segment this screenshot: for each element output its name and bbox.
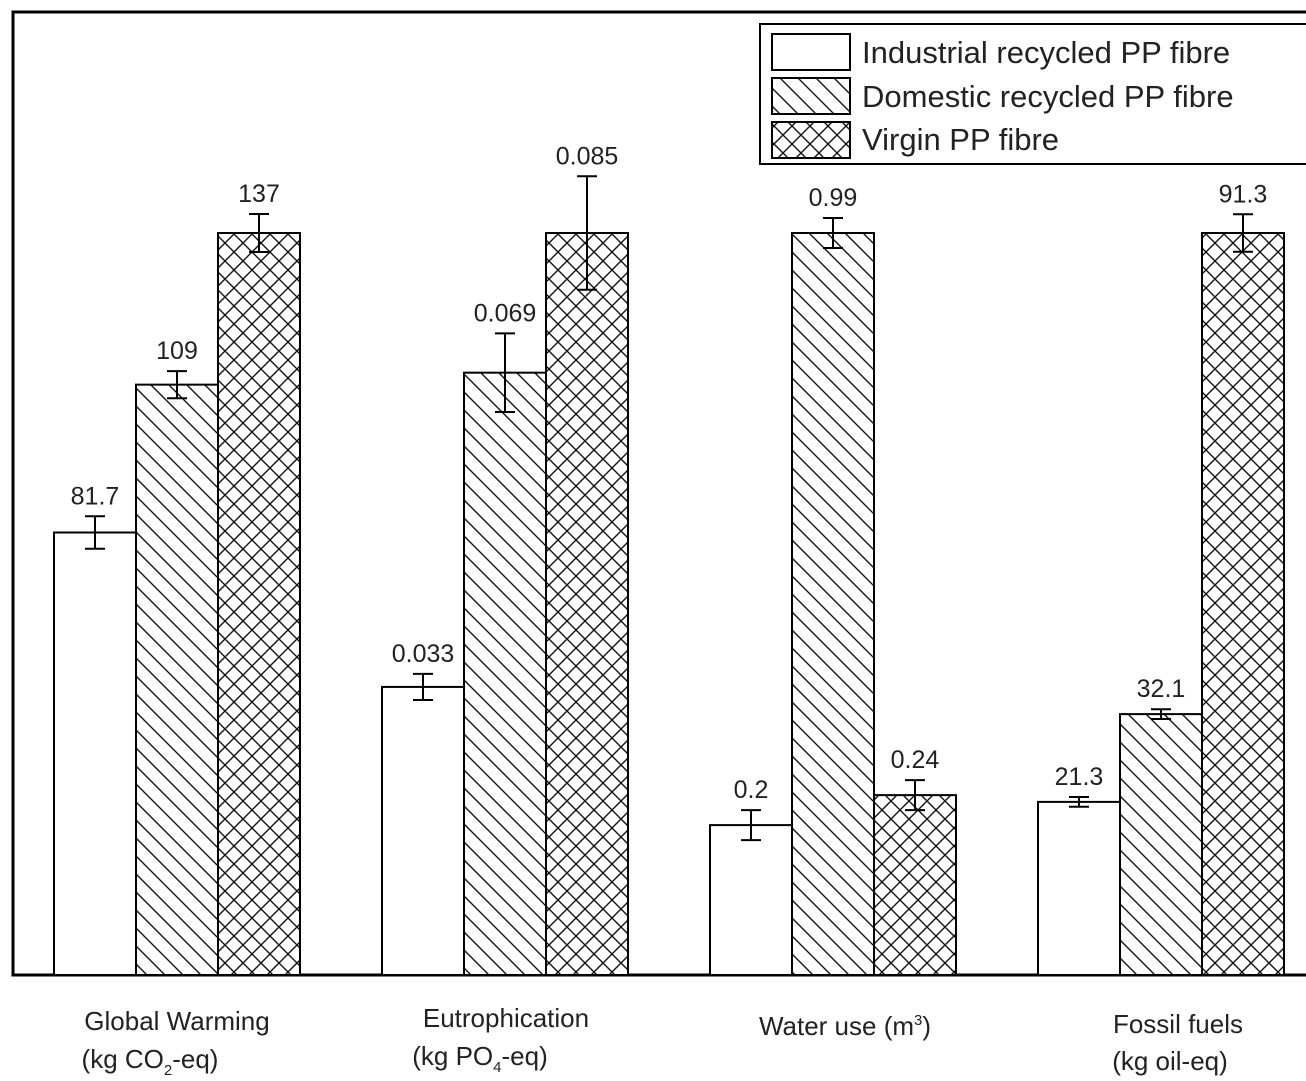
bars-layer	[54, 233, 1284, 975]
value-label-ff-series-0: 21.3	[1055, 763, 1104, 791]
legend-swatch-virgin	[772, 122, 850, 158]
category-label-global-warming: Global Warming	[84, 1006, 269, 1036]
bar-gw-series-1	[136, 385, 218, 975]
bar-wu-series-2	[874, 795, 956, 975]
value-label-ff-series-2: 91.3	[1219, 180, 1268, 208]
label-pre: Water use (m	[759, 1011, 914, 1041]
label-sup: 3	[914, 1012, 922, 1029]
value-label-wu-series-2: 0.24	[891, 746, 940, 774]
bar-eu-series-1	[464, 373, 546, 975]
bar-ff-series-1	[1120, 714, 1202, 975]
legend-swatch-domestic	[772, 78, 850, 114]
category-unit-global-warming: (kg CO2-eq)	[82, 1044, 219, 1079]
bar-gw-series-2	[218, 233, 300, 975]
category-label-eutrophication: Eutrophication	[423, 1003, 589, 1033]
legend-label-domestic: Domestic recycled PP fibre	[862, 79, 1234, 114]
value-label-gw-series-1: 109	[156, 337, 198, 365]
label-post: )	[922, 1011, 931, 1041]
value-label-eu-series-1: 0.069	[474, 299, 537, 327]
category-label-fossil-fuels: Fossil fuels	[1113, 1009, 1243, 1039]
legend-swatch-industrial	[772, 34, 850, 70]
value-label-gw-series-0: 81.7	[71, 482, 120, 510]
unit-pre: (kg CO	[82, 1044, 164, 1074]
legend: Industrial recycled PP fibre Domestic re…	[760, 24, 1306, 164]
unit-sub: 4	[493, 1059, 501, 1076]
unit-post: -eq)	[502, 1041, 548, 1071]
bar-eu-series-0	[382, 687, 464, 975]
category-label-water-use: Water use (m3)	[759, 1011, 931, 1041]
bar-ff-series-0	[1038, 802, 1120, 975]
value-label-wu-series-0: 0.2	[734, 776, 769, 804]
value-label-gw-series-2: 137	[238, 180, 280, 208]
legend-label-industrial: Industrial recycled PP fibre	[862, 35, 1230, 70]
bar-wu-series-1	[792, 233, 874, 975]
legend-label-virgin: Virgin PP fibre	[862, 122, 1059, 157]
category-unit-fossil-fuels: (kg oil-eq)	[1112, 1046, 1228, 1076]
value-label-eu-series-0: 0.033	[392, 640, 455, 668]
unit-pre: (kg PO	[412, 1041, 493, 1071]
category-unit-eutrophication: (kg PO4-eq)	[412, 1041, 548, 1076]
category-labels: Global Warming (kg CO2-eq) Eutrophicatio…	[82, 1003, 1243, 1079]
value-label-wu-series-1: 0.99	[809, 184, 858, 212]
value-label-ff-series-1: 32.1	[1137, 675, 1186, 703]
bar-wu-series-0	[710, 825, 792, 975]
bar-ff-series-2	[1202, 233, 1284, 975]
unit-sub: 2	[164, 1062, 172, 1079]
bar-gw-series-0	[54, 533, 136, 975]
bar-eu-series-2	[546, 233, 628, 975]
unit-post: -eq)	[172, 1044, 218, 1074]
value-label-eu-series-2: 0.085	[556, 142, 619, 170]
